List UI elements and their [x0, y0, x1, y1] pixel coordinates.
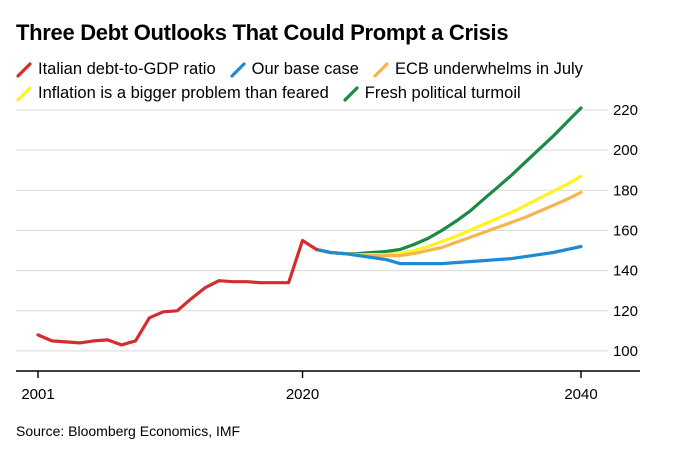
series-line-fresh-political-turmoil	[314, 106, 583, 256]
legend-item-italian-debt: Italian debt-to-GDP ratio	[16, 60, 216, 79]
series-line-inflation-is-a-bigger-problem-than-feared	[314, 174, 583, 257]
series-line-ecb-underwhelms-in-july	[314, 190, 583, 258]
series-line-italian-debt-to-gdp-ratio	[36, 238, 319, 347]
legend-item-ecb: ECB underwhelms in July	[373, 60, 583, 79]
legend-swatch-base-case	[230, 61, 246, 78]
legend-label-inflation: Inflation is a bigger problem than feare…	[38, 84, 329, 102]
legend-label-political-turmoil: Fresh political turmoil	[364, 84, 521, 102]
chart-title: Three Debt Outlooks That Could Prompt a …	[16, 20, 509, 45]
x-tick-label-2020: 2020	[286, 386, 319, 403]
legend-swatch-inflation	[16, 85, 32, 102]
legend-row-2: Inflation is a bigger problem than feare…	[16, 84, 535, 103]
y-tick-label-220: 220	[613, 102, 638, 119]
legend-item-political-turmoil: Fresh political turmoil	[343, 84, 521, 103]
legend-swatch-political-turmoil	[343, 85, 359, 102]
source-note: Source: Bloomberg Economics, IMF	[16, 423, 241, 439]
y-tick-label-160: 160	[613, 222, 638, 239]
x-tick-label-2040: 2040	[564, 386, 597, 403]
y-tick-label-140: 140	[613, 263, 638, 280]
y-tick-label-180: 180	[613, 182, 638, 199]
legend-label-base-case: Our base case	[251, 60, 359, 78]
legend-swatch-italian-debt	[16, 61, 32, 78]
legend-label-ecb: ECB underwhelms in July	[394, 60, 583, 78]
y-tick-label-100: 100	[613, 343, 638, 360]
y-tick-label-120: 120	[613, 303, 638, 320]
series-line-our-base-case	[314, 244, 583, 266]
legend-item-inflation: Inflation is a bigger problem than feare…	[16, 84, 329, 103]
legend-item-base-case: Our base case	[230, 60, 359, 79]
legend-label-italian-debt: Italian debt-to-GDP ratio	[38, 60, 216, 78]
legend-row-1: Italian debt-to-GDP ratio Our base case …	[16, 60, 597, 79]
legend-swatch-ecb	[373, 61, 389, 78]
x-tick-label-2001: 2001	[21, 386, 54, 403]
y-tick-label-200: 200	[613, 142, 638, 159]
